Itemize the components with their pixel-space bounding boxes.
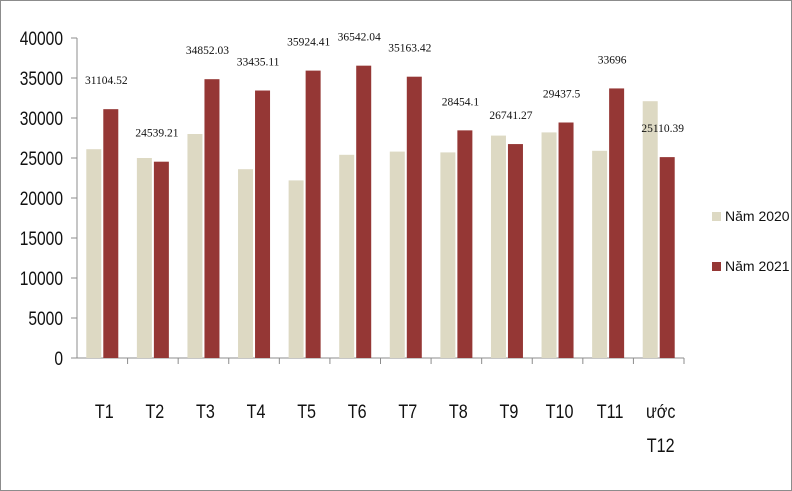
data-label: 34852.03 bbox=[186, 45, 229, 57]
legend-label-2020: Năm 2020 bbox=[725, 208, 790, 224]
x-tick-label: T4 bbox=[247, 401, 266, 423]
x-tick-label: T8 bbox=[449, 401, 468, 423]
bar-2020 bbox=[440, 152, 456, 358]
data-label: 35163.42 bbox=[388, 43, 431, 55]
y-tick-label: 0 bbox=[54, 348, 63, 370]
y-tick-label: 10000 bbox=[20, 268, 63, 290]
y-tick-label: 35000 bbox=[20, 68, 63, 90]
x-tick-label: T5 bbox=[297, 401, 316, 423]
data-label: 35924.41 bbox=[287, 37, 330, 49]
x-tick-label: T2 bbox=[145, 401, 164, 423]
bar-2021 bbox=[406, 76, 422, 359]
data-label: 31104.52 bbox=[85, 75, 128, 87]
x-tick-label: T12 bbox=[647, 435, 675, 457]
bar-2021 bbox=[356, 65, 372, 358]
y-tick-label: 20000 bbox=[20, 188, 63, 210]
bar-2020 bbox=[541, 132, 557, 358]
data-label: 26741.27 bbox=[489, 110, 532, 122]
bar-2021 bbox=[659, 157, 675, 358]
bar-2021 bbox=[457, 130, 473, 358]
bar-2020 bbox=[339, 154, 355, 358]
bar-2021 bbox=[507, 144, 523, 358]
y-tick-label: 40000 bbox=[20, 28, 63, 50]
data-label: 29437.5 bbox=[543, 89, 581, 101]
bar-2021 bbox=[153, 161, 169, 358]
data-label: 25110.39 bbox=[641, 123, 684, 135]
bar-2020 bbox=[238, 169, 254, 358]
data-label: 33696 bbox=[598, 54, 627, 66]
data-label: 28454.1 bbox=[442, 96, 480, 108]
bar-2021 bbox=[609, 88, 625, 358]
bar-2020 bbox=[86, 149, 102, 358]
x-tick-label: T10 bbox=[546, 401, 574, 423]
bar-2021 bbox=[103, 109, 119, 358]
x-tick-label: T6 bbox=[348, 401, 367, 423]
y-tick-label: 5000 bbox=[28, 308, 63, 330]
x-tick-label: T1 bbox=[95, 401, 114, 423]
data-label: 36542.04 bbox=[338, 32, 381, 44]
x-tick-label: T3 bbox=[196, 401, 215, 423]
data-label: 33435.11 bbox=[237, 57, 280, 69]
bar-2021 bbox=[305, 70, 321, 358]
x-tick-label: T7 bbox=[398, 401, 417, 423]
y-tick-label: 15000 bbox=[20, 228, 63, 250]
legend-label-2021: Năm 2021 bbox=[725, 258, 790, 274]
bar-2021 bbox=[204, 79, 220, 358]
bar-2020 bbox=[187, 134, 203, 358]
bar-2020 bbox=[490, 135, 506, 358]
bar-2020 bbox=[592, 150, 608, 358]
bar-2020 bbox=[389, 151, 405, 358]
bar-2020 bbox=[136, 158, 152, 358]
y-tick-label: 25000 bbox=[20, 148, 63, 170]
bar-2021 bbox=[255, 90, 271, 359]
bar-2020 bbox=[288, 180, 304, 358]
data-label: 24539.21 bbox=[135, 128, 178, 140]
x-tick-label: ước bbox=[646, 401, 676, 423]
bar-2021 bbox=[558, 122, 574, 358]
x-tick-label: T11 bbox=[597, 401, 624, 423]
y-tick-label: 30000 bbox=[20, 108, 63, 130]
x-tick-label: T9 bbox=[500, 401, 519, 423]
legend-swatch-2020 bbox=[712, 212, 721, 221]
bar-2020 bbox=[642, 101, 658, 358]
legend-swatch-2021 bbox=[712, 262, 721, 271]
